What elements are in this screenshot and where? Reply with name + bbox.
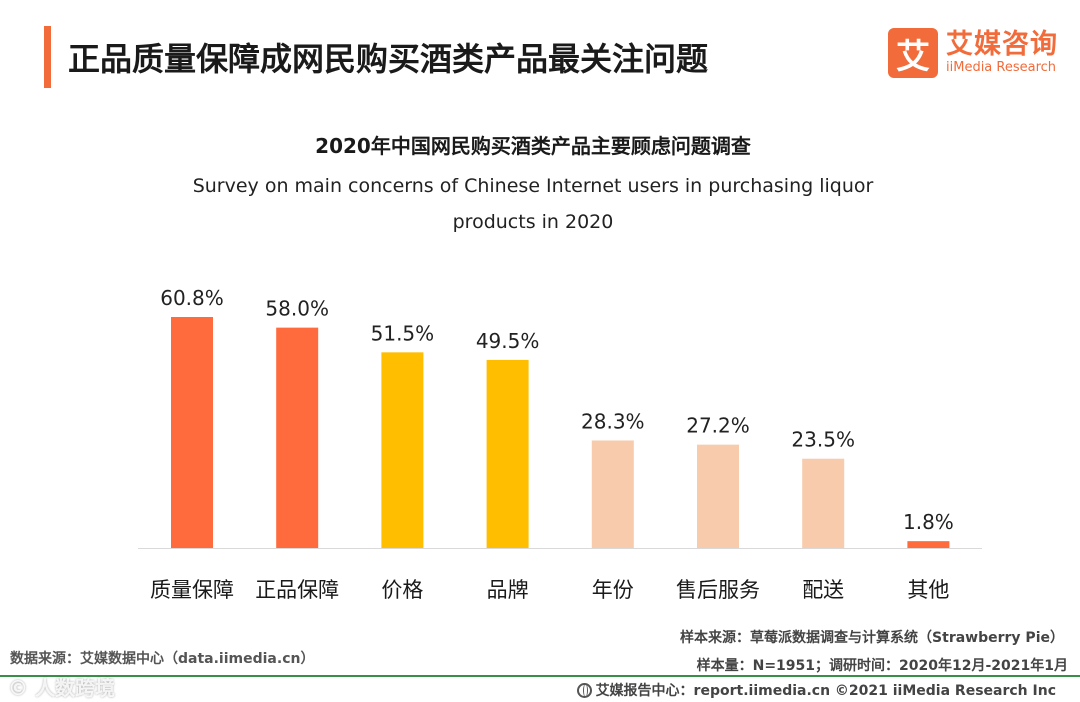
category-label-2: 正品保障	[255, 578, 339, 602]
title-accent-bar	[44, 26, 51, 88]
page-title: 正品质量保障成网民购买酒类产品最关注问题	[68, 40, 709, 78]
data-label-4: 49.5%	[476, 329, 540, 353]
bar-6	[697, 444, 739, 548]
data-label-5: 28.3%	[581, 409, 645, 433]
bar-8	[907, 541, 950, 548]
data-label-2: 58.0%	[265, 297, 329, 321]
bar-7	[802, 458, 845, 548]
chart-title: 2020年中国网民购买酒类产品主要顾虑问题调查	[315, 134, 751, 158]
watermark: © 人数跨境	[8, 676, 115, 700]
chart-subtitle: Survey on main concerns of Chinese Inter…	[192, 175, 874, 233]
category-label-3: 价格	[381, 578, 423, 602]
report-center-text: 艾媒报告中心：report.iimedia.cn ©2021 iiMedia R…	[595, 683, 1056, 699]
bar-1	[171, 317, 213, 548]
category-label-1: 质量保障	[150, 578, 234, 602]
sample-source: 样本来源：草莓派数据调查与计算系统（Strawberry Pie）	[680, 630, 1064, 646]
data-label-3: 51.5%	[371, 321, 435, 345]
report-center: 艾媒报告中心：report.iimedia.cn ©2021 iiMedia R…	[576, 680, 1056, 700]
category-label-7: 配送	[802, 578, 844, 602]
sample-info: 样本量：N=1951；调研时间：2020年12月-2021年1月	[696, 658, 1068, 674]
data-source-left: 数据来源：艾媒数据中心（data.iimedia.cn）	[10, 651, 315, 667]
data-label-6: 27.2%	[686, 414, 750, 438]
category-label-6: 售后服务	[676, 578, 760, 602]
iimedia-logo: 艾 艾媒咨询 iiMedia Research	[888, 28, 1058, 78]
bar-5	[591, 440, 634, 548]
data-label-1: 60.8%	[160, 286, 224, 310]
bar-4	[486, 359, 529, 548]
globe-icon	[576, 682, 592, 698]
bar-2	[276, 327, 319, 548]
bar-chart: 60.8% 质量保障 58.0% 正品保障 51.5% 价格 49.5% 品牌 28.3% 年份 2…	[138, 286, 982, 602]
category-label-4: 品牌	[487, 578, 529, 602]
bar-3	[381, 352, 424, 548]
logo-cn-text: 艾媒咨询	[946, 29, 1058, 60]
category-label-8: 其他	[907, 578, 949, 602]
logo-mark-icon: 艾	[888, 28, 938, 78]
data-label-7: 23.5%	[791, 428, 855, 452]
category-label-5: 年份	[592, 578, 634, 602]
footer-divider	[0, 675, 1080, 677]
data-label-8: 1.8%	[903, 510, 954, 534]
logo-en-text: iiMedia Research	[946, 60, 1057, 75]
